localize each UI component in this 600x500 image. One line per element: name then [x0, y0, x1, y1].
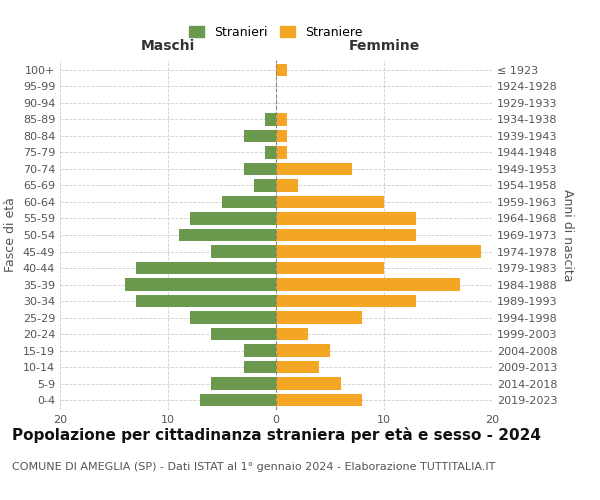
Y-axis label: Anni di nascita: Anni di nascita	[561, 188, 574, 281]
Bar	[276, 246, 481, 258]
Text: Femmine: Femmine	[349, 40, 419, 54]
Bar	[276, 361, 319, 374]
Bar	[276, 344, 330, 357]
Bar	[244, 163, 276, 175]
Bar	[265, 113, 276, 126]
Bar	[276, 394, 362, 406]
Bar	[276, 278, 460, 290]
Bar	[254, 180, 276, 192]
Bar	[125, 278, 276, 290]
Bar	[276, 196, 384, 208]
Bar	[276, 262, 384, 274]
Text: Maschi: Maschi	[141, 40, 195, 54]
Bar	[276, 295, 416, 307]
Bar	[276, 328, 308, 340]
Bar	[211, 328, 276, 340]
Bar	[211, 246, 276, 258]
Bar	[136, 262, 276, 274]
Bar	[265, 146, 276, 158]
Bar	[244, 361, 276, 374]
Bar	[211, 378, 276, 390]
Bar	[244, 130, 276, 142]
Bar	[276, 312, 362, 324]
Bar	[200, 394, 276, 406]
Bar	[276, 163, 352, 175]
Bar	[136, 295, 276, 307]
Bar	[276, 180, 298, 192]
Bar	[244, 344, 276, 357]
Y-axis label: Fasce di età: Fasce di età	[4, 198, 17, 272]
Text: Popolazione per cittadinanza straniera per età e sesso - 2024: Popolazione per cittadinanza straniera p…	[12, 427, 541, 443]
Bar	[190, 312, 276, 324]
Bar	[276, 130, 287, 142]
Bar	[276, 212, 416, 224]
Bar	[222, 196, 276, 208]
Bar	[276, 64, 287, 76]
Bar	[190, 212, 276, 224]
Bar	[276, 146, 287, 158]
Legend: Stranieri, Straniere: Stranieri, Straniere	[184, 21, 368, 44]
Bar	[276, 229, 416, 241]
Bar	[276, 113, 287, 126]
Bar	[276, 378, 341, 390]
Text: COMUNE DI AMEGLIA (SP) - Dati ISTAT al 1° gennaio 2024 - Elaborazione TUTTITALIA: COMUNE DI AMEGLIA (SP) - Dati ISTAT al 1…	[12, 462, 496, 472]
Bar	[179, 229, 276, 241]
